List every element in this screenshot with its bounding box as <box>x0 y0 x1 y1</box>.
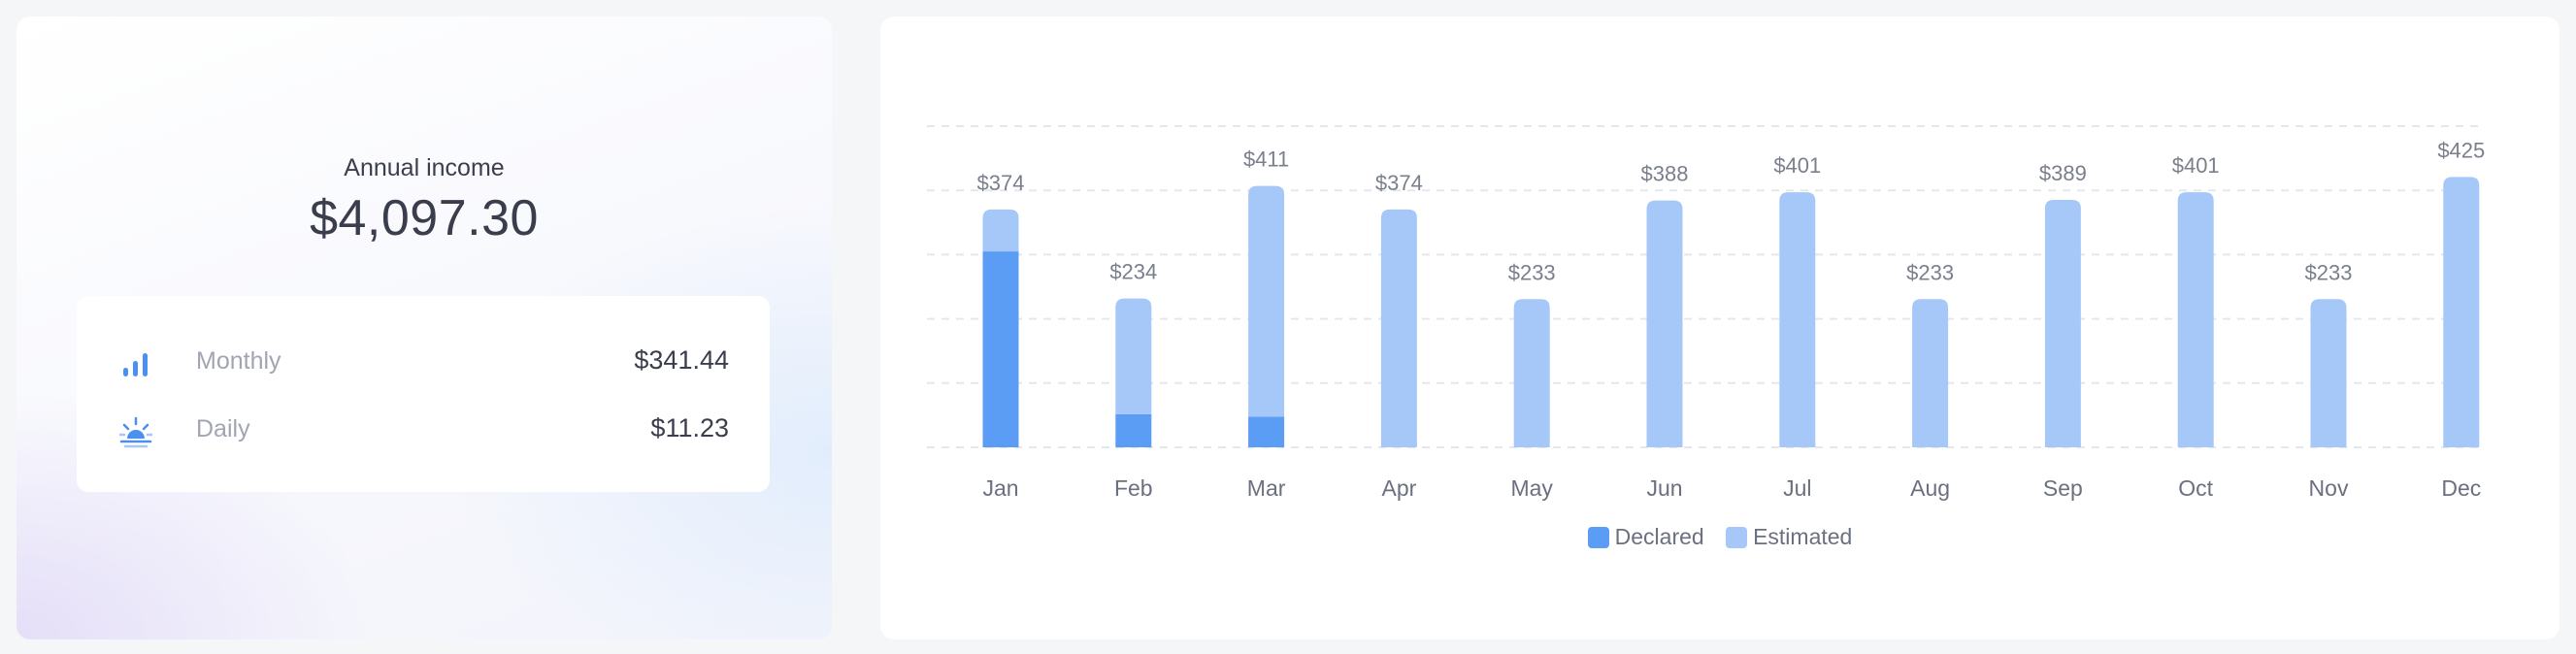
x-tick-label: Mar <box>1247 475 1286 501</box>
bar-estimated-feb <box>1115 298 1152 414</box>
bar-total-label: $374 <box>977 171 1025 195</box>
bar-total-label: $234 <box>1109 260 1157 284</box>
bar-estimated-sep <box>2044 200 2081 447</box>
x-tick-label: Apr <box>1382 475 1417 501</box>
estimated-swatch <box>1726 527 1748 548</box>
bar-estimated-mar <box>1248 185 1285 417</box>
bar-total-label: $411 <box>1243 147 1289 172</box>
bar-total-label: $388 <box>1641 162 1689 186</box>
bar-estimated-jul <box>1779 192 1816 448</box>
x-tick-label: Jul <box>1783 475 1811 501</box>
bar-total-label: $233 <box>1906 260 1954 284</box>
legend-declared-label: Declared <box>1614 524 1704 549</box>
bar-total-label: $389 <box>2039 161 2087 185</box>
bar-estimated-dec <box>2443 177 2480 447</box>
x-tick-label: Oct <box>2178 475 2213 501</box>
x-tick-label: Dec <box>2441 475 2481 501</box>
income-rates-box: Monthly $341.44 Daily <box>77 296 770 492</box>
annual-income-value: $4,097.30 <box>310 190 539 246</box>
legend-estimated-label: Estimated <box>1753 524 1853 549</box>
bar-estimated-aug <box>1912 299 1949 447</box>
legend-estimated[interactable]: Estimated <box>1726 524 1852 550</box>
bar-estimated-nov <box>2310 299 2347 447</box>
monthly-income-chart-card: $374 Jan $234 Feb $411 Mar $374 Apr $233 May $388 J… <box>880 16 2559 639</box>
monthly-income-chart: $374 Jan $234 Feb $411 Mar $374 Apr $233 May $388 J… <box>927 125 2485 501</box>
daily-label: Daily <box>196 415 250 442</box>
bar-estimated-oct <box>2177 192 2214 448</box>
daily-row: Daily $11.23 <box>77 406 770 454</box>
monthly-row: Monthly $341.44 <box>77 338 770 386</box>
bar-total-label: $233 <box>1508 260 1556 284</box>
bar-chart-icon <box>119 347 152 380</box>
bar-total-label: $401 <box>2172 153 2220 178</box>
daily-value: $11.23 <box>650 413 729 442</box>
sunrise-icon <box>118 415 153 448</box>
x-tick-label: May <box>1510 475 1553 501</box>
bar-declared-feb <box>1115 413 1152 447</box>
x-tick-label: Sep <box>2043 475 2083 501</box>
bar-estimated-jun <box>1646 200 1683 447</box>
annual-income-label: Annual income <box>344 154 505 181</box>
x-tick-label: Jan <box>982 475 1018 501</box>
bar-total-label: $233 <box>2305 260 2353 284</box>
chart-legend: Declared Estimated <box>880 524 2559 550</box>
bar-total-label: $401 <box>1773 153 1821 178</box>
bar-declared-mar <box>1248 416 1285 447</box>
x-tick-label: Nov <box>2309 475 2349 501</box>
monthly-value: $341.44 <box>634 345 729 375</box>
bar-total-label: $425 <box>2437 138 2485 162</box>
legend-declared[interactable]: Declared <box>1587 524 1704 550</box>
bar-estimated-may <box>1513 299 1550 447</box>
x-tick-label: Jun <box>1646 475 1682 501</box>
x-tick-label: Feb <box>1114 475 1153 501</box>
bar-estimated-jan <box>982 209 1019 252</box>
monthly-label: Monthly <box>196 347 281 375</box>
bar-estimated-apr <box>1380 209 1417 447</box>
bar-declared-jan <box>982 251 1019 447</box>
x-tick-label: Aug <box>1910 475 1950 501</box>
bar-total-label: $374 <box>1375 171 1423 195</box>
declared-swatch <box>1587 527 1609 548</box>
income-summary-card: Annual income $4,097.30 Monthly $341.44 <box>17 16 832 639</box>
